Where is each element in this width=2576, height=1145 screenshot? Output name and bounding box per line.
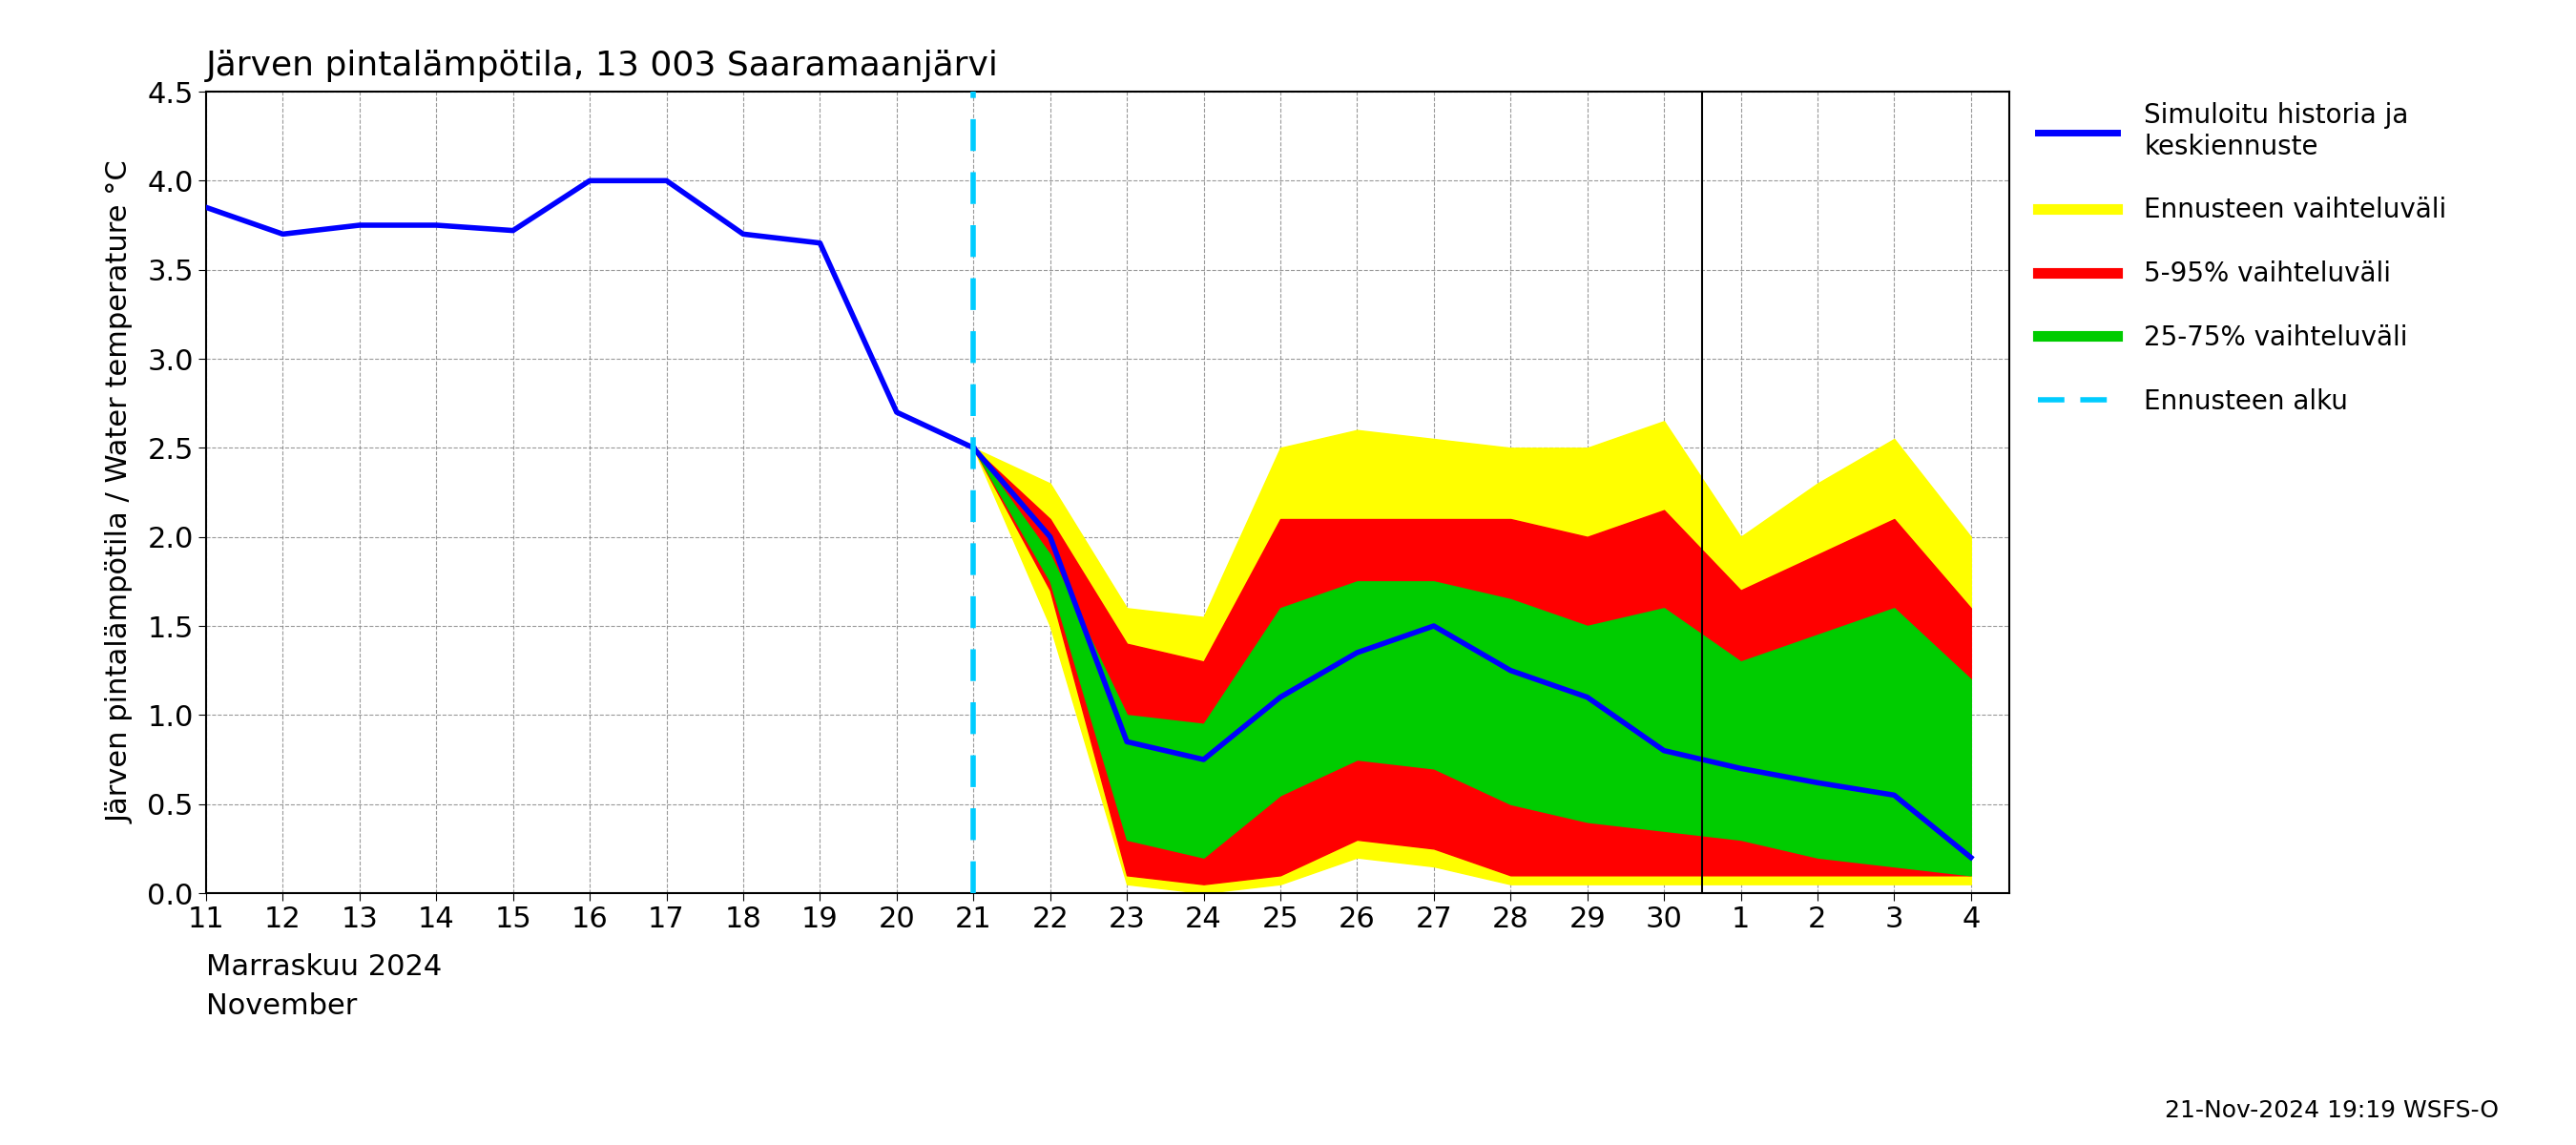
Legend: Simuloitu historia ja
keskiennuste, Ennusteen vaihteluväli, 5-95% vaihteluväli, : Simuloitu historia ja keskiennuste, Ennu… bbox=[2027, 92, 2458, 426]
Text: Marraskuu 2024: Marraskuu 2024 bbox=[206, 953, 443, 980]
Text: Järven pintalämpötila, 13 003 Saaramaanjärvi: Järven pintalämpötila, 13 003 Saaramaanj… bbox=[206, 50, 999, 82]
Y-axis label: Järven pintalämpötila / Water temperature °C: Järven pintalämpötila / Water temperatur… bbox=[106, 161, 134, 823]
Text: 21-Nov-2024 19:19 WSFS-O: 21-Nov-2024 19:19 WSFS-O bbox=[2164, 1099, 2499, 1122]
Text: November: November bbox=[206, 993, 358, 1020]
